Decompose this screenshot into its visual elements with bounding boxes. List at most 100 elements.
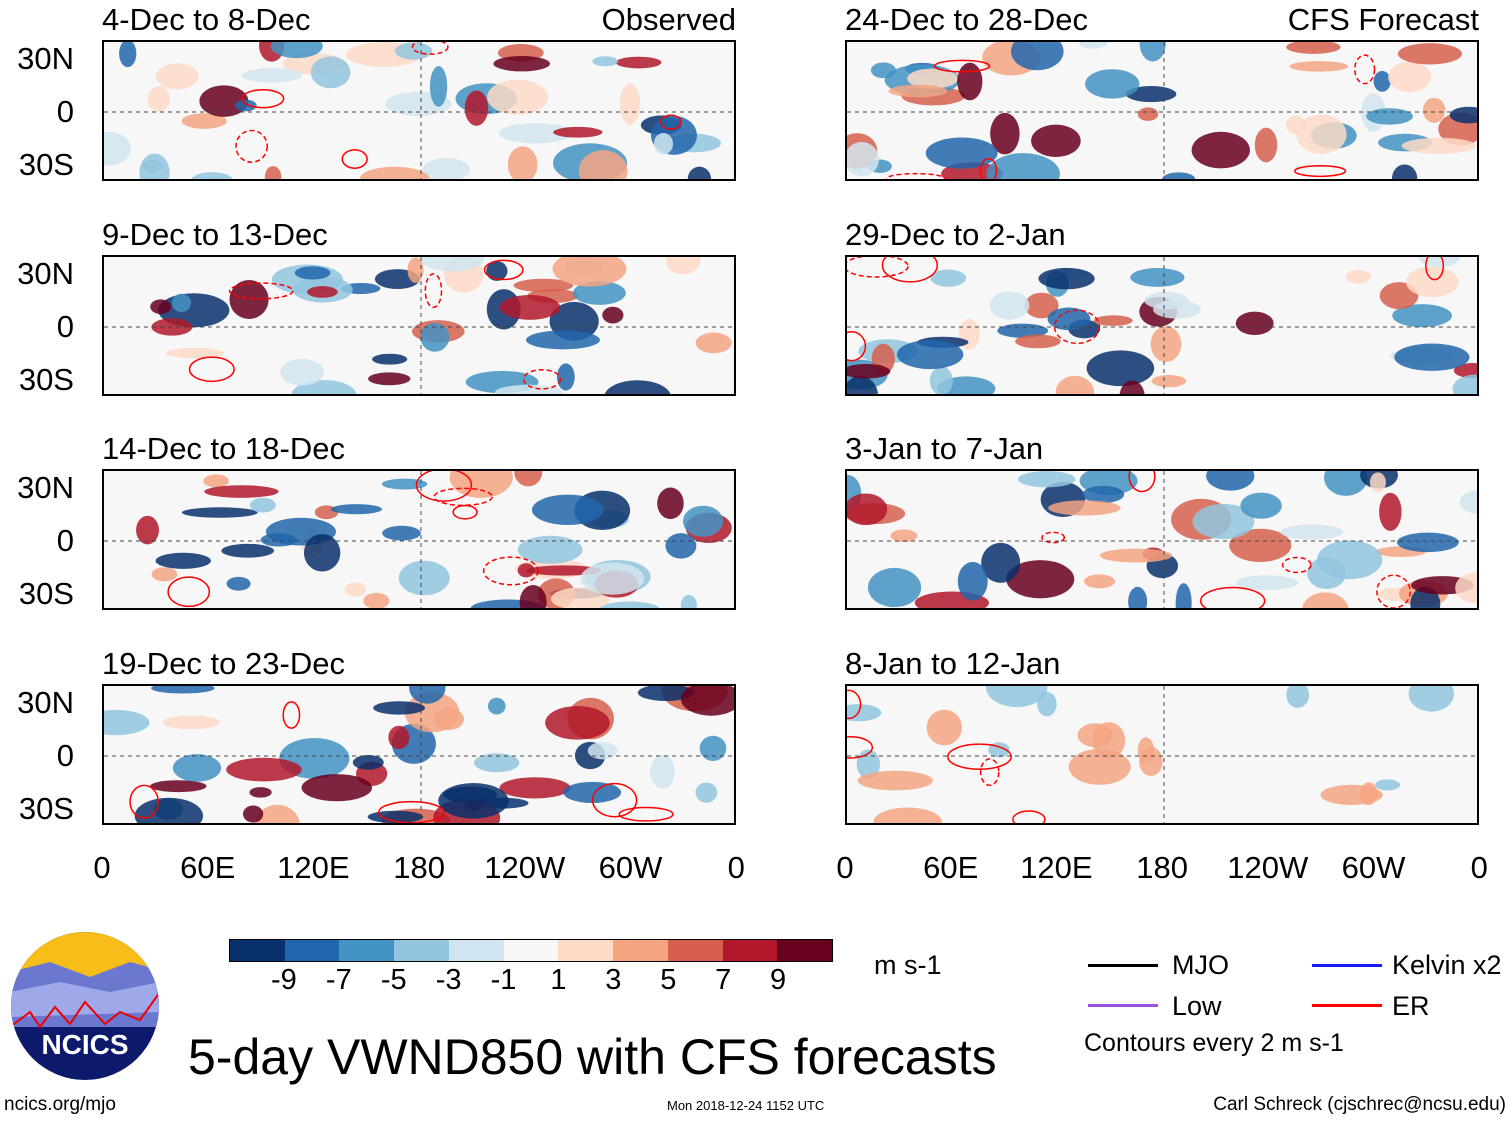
wind-anomaly-blob bbox=[553, 126, 603, 138]
er-contour bbox=[377, 800, 445, 823]
y-tick-label: 0 bbox=[56, 309, 74, 344]
wind-anomaly-blob bbox=[294, 266, 331, 280]
er-contour bbox=[188, 356, 235, 383]
wind-anomaly-blob bbox=[155, 552, 211, 569]
wind-anomaly-blob bbox=[255, 804, 300, 823]
wind-anomaly-blob bbox=[307, 286, 338, 298]
wind-anomaly-blob bbox=[657, 487, 684, 520]
wind-anomaly-blob bbox=[310, 56, 351, 89]
wind-anomaly-blob bbox=[1240, 492, 1282, 519]
wind-anomaly-blob bbox=[487, 79, 549, 115]
wind-anomaly-blob bbox=[1455, 572, 1477, 604]
wind-anomaly-blob bbox=[1345, 269, 1372, 284]
colorbar-swatch bbox=[339, 940, 395, 961]
wind-anomaly-blob bbox=[1286, 686, 1310, 708]
x-tick-label: 60E bbox=[180, 850, 236, 885]
er-contour bbox=[1053, 309, 1101, 345]
colorbar-swatch bbox=[284, 940, 340, 961]
er-contour bbox=[933, 59, 991, 73]
wind-anomaly-blob bbox=[221, 543, 275, 558]
wind-anomaly-blob bbox=[499, 123, 573, 144]
wind-anomaly-blob bbox=[171, 293, 192, 313]
wind-anomaly-blob bbox=[847, 141, 879, 177]
wind-anomaly-blob bbox=[682, 505, 724, 537]
colorbar-tick: -7 bbox=[325, 964, 352, 996]
wind-anomaly-blob bbox=[151, 567, 178, 582]
wind-anomaly-blob bbox=[264, 166, 282, 179]
wind-anomaly-blob bbox=[1191, 131, 1250, 169]
wind-anomaly-blob bbox=[896, 339, 964, 370]
wind-anomaly-blob bbox=[449, 471, 513, 498]
wind-anomaly-blob bbox=[699, 735, 727, 761]
units-label: m s-1 bbox=[874, 950, 942, 980]
wind-anomaly-blob bbox=[926, 709, 962, 746]
colorbar-swatch bbox=[722, 940, 778, 961]
footer-author: Carl Schreck (cjschrec@ncsu.edu) bbox=[1213, 1094, 1506, 1115]
wind-anomaly-blob bbox=[1302, 592, 1349, 608]
er-contour bbox=[618, 806, 674, 822]
panel-title: 3-Jan to 7-Jan bbox=[845, 431, 1044, 466]
wind-anomaly-blob bbox=[514, 471, 543, 487]
er-contour bbox=[241, 88, 285, 109]
ncics-logo: NCICS bbox=[11, 932, 159, 1080]
x-tick-label: 0 bbox=[93, 850, 111, 885]
wind-anomaly-blob bbox=[1388, 61, 1432, 93]
wind-anomaly-blob bbox=[363, 592, 390, 608]
er-contour bbox=[979, 157, 998, 179]
wind-anomaly-blob bbox=[1392, 304, 1452, 328]
wind-anomaly-blob bbox=[270, 42, 323, 59]
wind-anomaly-blob bbox=[1379, 492, 1402, 531]
er-contour bbox=[1041, 531, 1066, 544]
wind-anomaly-blob bbox=[429, 66, 448, 107]
wind-anomaly-blob bbox=[986, 153, 1060, 179]
wind-anomaly-blob bbox=[407, 257, 424, 283]
wind-anomaly-blob bbox=[330, 504, 383, 515]
y-tick-label: 30S bbox=[18, 791, 74, 826]
wind-anomaly-blob bbox=[1452, 374, 1477, 394]
er-contour bbox=[482, 556, 539, 586]
wind-anomaly-blob bbox=[134, 797, 204, 823]
legend-mjo: MJO bbox=[1172, 950, 1229, 980]
wind-anomaly-blob bbox=[985, 686, 1048, 708]
wind-anomaly-blob bbox=[1235, 311, 1274, 336]
wind-anomaly-blob bbox=[499, 777, 571, 799]
wind-anomaly-blob bbox=[665, 257, 701, 275]
wind-anomaly-blob bbox=[1085, 69, 1140, 99]
wind-anomaly-blob bbox=[1151, 375, 1187, 388]
wind-anomaly-blob bbox=[578, 150, 628, 179]
wind-anomaly-blob bbox=[580, 562, 645, 595]
colorbar-swatch bbox=[448, 940, 504, 961]
x-tick-label: 120E bbox=[277, 850, 350, 885]
wind-anomaly-blob bbox=[551, 587, 611, 608]
er-contour bbox=[1425, 257, 1445, 281]
panel-title: 9-Dec to 13-Dec bbox=[102, 217, 328, 252]
wind-anomaly-blob bbox=[229, 280, 269, 320]
wind-anomaly-blob bbox=[242, 805, 264, 823]
wind-anomaly-blob bbox=[303, 533, 341, 572]
column-label: CFS Forecast bbox=[1287, 2, 1479, 37]
colorbar-tick: -1 bbox=[490, 964, 517, 996]
wind-anomaly-blob bbox=[1011, 42, 1064, 71]
wind-anomaly-blob bbox=[226, 576, 251, 591]
y-tick-label: 30S bbox=[18, 147, 74, 182]
er-contour bbox=[411, 42, 449, 55]
wind-anomaly-blob bbox=[604, 380, 671, 394]
wind-anomaly-blob bbox=[925, 137, 998, 169]
wind-anomaly-blob bbox=[150, 780, 207, 793]
y-tick-label: 0 bbox=[56, 523, 74, 558]
wind-anomaly-blob bbox=[142, 160, 164, 173]
wind-anomaly-blob bbox=[165, 347, 225, 359]
wind-anomaly-blob bbox=[382, 525, 421, 541]
footer-url[interactable]: ncics.org/mjo bbox=[4, 1094, 116, 1115]
wind-anomaly-blob bbox=[587, 742, 618, 760]
wind-anomaly-blob bbox=[104, 131, 131, 166]
wind-anomaly-blob bbox=[1391, 164, 1418, 179]
wind-anomaly-blob bbox=[592, 56, 619, 67]
wind-anomaly-blob bbox=[513, 278, 574, 293]
x-tick-label: 60W bbox=[1341, 850, 1406, 885]
wind-anomaly-blob bbox=[494, 384, 564, 394]
wind-anomaly-blob bbox=[1379, 282, 1419, 310]
wind-anomaly-blob bbox=[1408, 686, 1455, 712]
wind-anomaly-blob bbox=[847, 704, 882, 722]
wind-anomaly-blob bbox=[1229, 528, 1292, 562]
